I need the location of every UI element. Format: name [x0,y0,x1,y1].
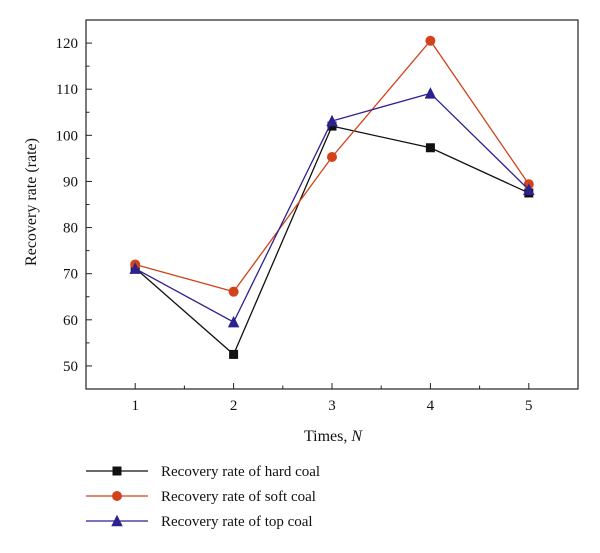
x-tick-label: 1 [131,398,139,414]
x-axis: 1 2 3 4 5 [131,383,533,414]
legend-item: Recovery rate of soft coal [86,489,316,505]
y-tick-label: 70 [63,267,78,283]
x-axis-label-variable: N [350,428,363,445]
marker-triangle [523,183,535,195]
marker-triangle [129,262,141,274]
marker-square [112,466,122,476]
legend-label: Recovery rate of hard coal [161,464,320,480]
x-axis-label-main: Times, [304,428,351,445]
legend-label: Recovery rate of soft coal [161,489,316,505]
legend-label: Recovery rate of top coal [161,514,313,530]
marker-triangle [424,87,437,99]
marker-triangle [111,514,123,527]
y-tick-label: 110 [56,82,78,98]
marker-triangle [227,315,240,328]
y-tick-label: 80 [63,221,78,237]
x-tick-label: 5 [525,398,533,414]
y-tick-label: 50 [63,359,78,375]
marker-square [425,143,435,153]
series-circle [130,35,534,297]
y-tick-label: 90 [63,174,78,190]
x-axis-label: Times, N [304,428,363,445]
legend-item: Recovery rate of hard coal [86,464,320,480]
y-tick-label: 60 [63,313,78,329]
y-axis: 50 60 70 80 90 100 110 120 [56,36,92,375]
y-tick-label: 100 [56,128,79,144]
series-triangle [129,87,535,328]
marker-square [229,349,239,359]
plot-frame [85,19,579,390]
series-layer [129,35,535,359]
marker-circle [228,286,239,297]
plot-border [85,19,579,390]
legend: Recovery rate of hard coal Recovery rate … [86,464,320,530]
x-tick-label: 2 [230,398,238,414]
y-tick-label: 120 [56,36,79,52]
marker-circle [327,151,337,162]
marker-triangle [326,114,338,127]
marker-circle [112,491,122,501]
x-tick-label: 3 [328,398,336,414]
marker-circle [425,35,436,46]
legend-item: Recovery rate of top coal [86,514,313,530]
x-tick-label: 4 [427,398,435,414]
y-axis-label: Recovery rate (rate) [23,138,40,266]
